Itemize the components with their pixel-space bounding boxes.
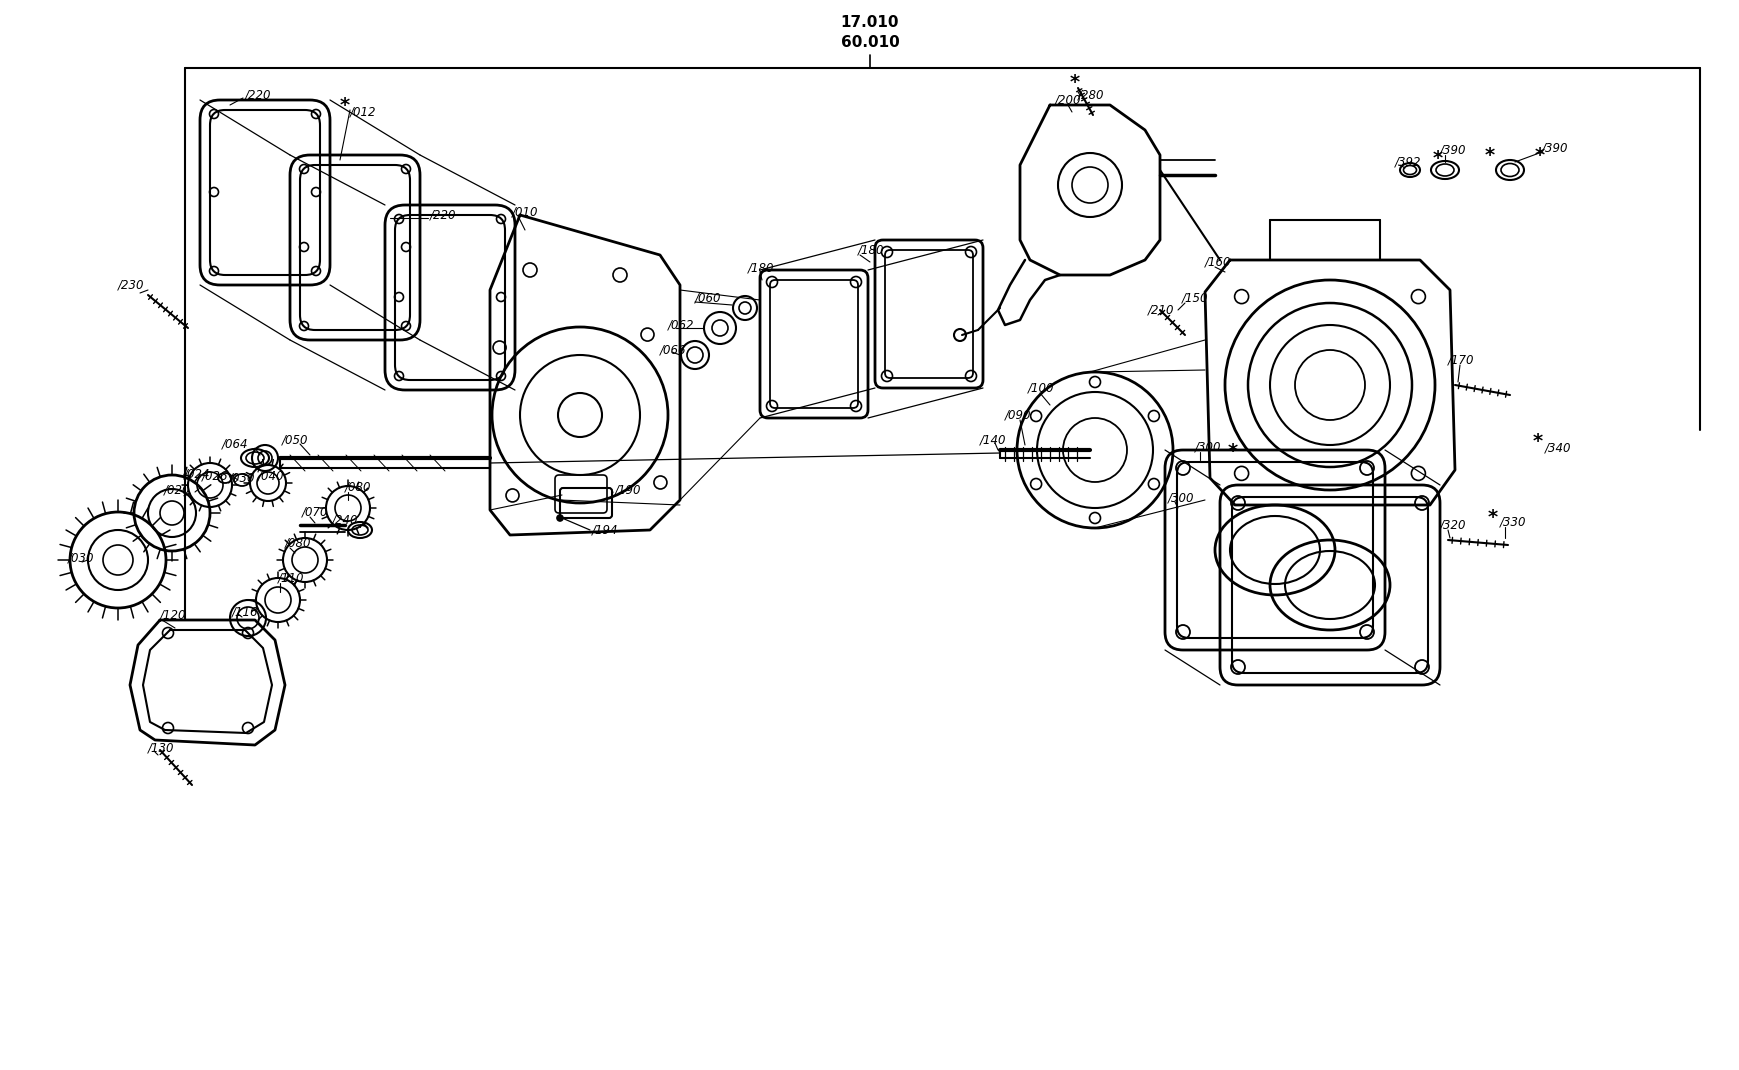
- Circle shape: [556, 515, 563, 521]
- Text: /220: /220: [430, 209, 456, 221]
- Text: /100: /100: [1028, 382, 1054, 395]
- Text: /050: /050: [282, 433, 308, 446]
- Text: /026: /026: [202, 470, 228, 483]
- Text: /040: /040: [257, 470, 285, 483]
- Text: /064: /064: [221, 438, 249, 450]
- Text: /190: /190: [614, 484, 642, 496]
- Text: /066: /066: [659, 343, 687, 356]
- Text: /024: /024: [183, 468, 210, 480]
- Text: /280: /280: [1078, 89, 1104, 102]
- Text: /194: /194: [591, 523, 617, 536]
- Text: /210: /210: [1148, 304, 1174, 317]
- Text: /240: /240: [332, 514, 358, 526]
- Text: /030: /030: [68, 551, 94, 565]
- Text: /130: /130: [148, 742, 174, 754]
- Text: /340: /340: [1544, 442, 1570, 455]
- Text: /116: /116: [231, 606, 259, 618]
- Text: /392: /392: [1395, 155, 1421, 168]
- Text: *: *: [1228, 443, 1238, 461]
- Text: *: *: [339, 95, 350, 114]
- Text: /110: /110: [278, 571, 304, 584]
- Text: *: *: [1433, 149, 1442, 168]
- Text: /080: /080: [344, 480, 372, 493]
- Text: /020: /020: [163, 484, 190, 496]
- Text: /300: /300: [1167, 491, 1193, 504]
- Text: /140: /140: [979, 433, 1005, 446]
- Text: /200: /200: [1054, 93, 1082, 107]
- Text: /230: /230: [118, 278, 144, 291]
- Text: *: *: [1069, 73, 1080, 92]
- Text: 17.010: 17.010: [840, 15, 899, 30]
- Text: /180: /180: [748, 261, 774, 275]
- Text: /160: /160: [1205, 256, 1231, 269]
- Text: /080: /080: [285, 536, 311, 550]
- Text: /180: /180: [857, 244, 883, 257]
- Text: /062: /062: [668, 319, 694, 332]
- Text: /150: /150: [1181, 291, 1209, 305]
- Text: /320: /320: [1440, 519, 1466, 532]
- Text: /070: /070: [303, 505, 329, 519]
- Text: *: *: [1532, 432, 1542, 452]
- Text: /390: /390: [1440, 143, 1466, 156]
- Text: *: *: [1483, 146, 1494, 165]
- Text: /030: /030: [228, 472, 256, 485]
- Text: /300: /300: [1195, 441, 1221, 454]
- Text: /012: /012: [350, 106, 376, 119]
- Text: /060: /060: [694, 291, 722, 305]
- Text: *: *: [1534, 146, 1544, 165]
- Text: /390: /390: [1541, 141, 1567, 154]
- Text: /330: /330: [1499, 516, 1525, 529]
- Text: /120: /120: [160, 609, 186, 622]
- Text: /090: /090: [1005, 409, 1031, 422]
- Text: *: *: [1487, 508, 1497, 528]
- Text: 60.010: 60.010: [840, 34, 899, 49]
- Text: /220: /220: [245, 89, 271, 102]
- Text: /010: /010: [511, 205, 537, 218]
- Text: /170: /170: [1447, 353, 1473, 367]
